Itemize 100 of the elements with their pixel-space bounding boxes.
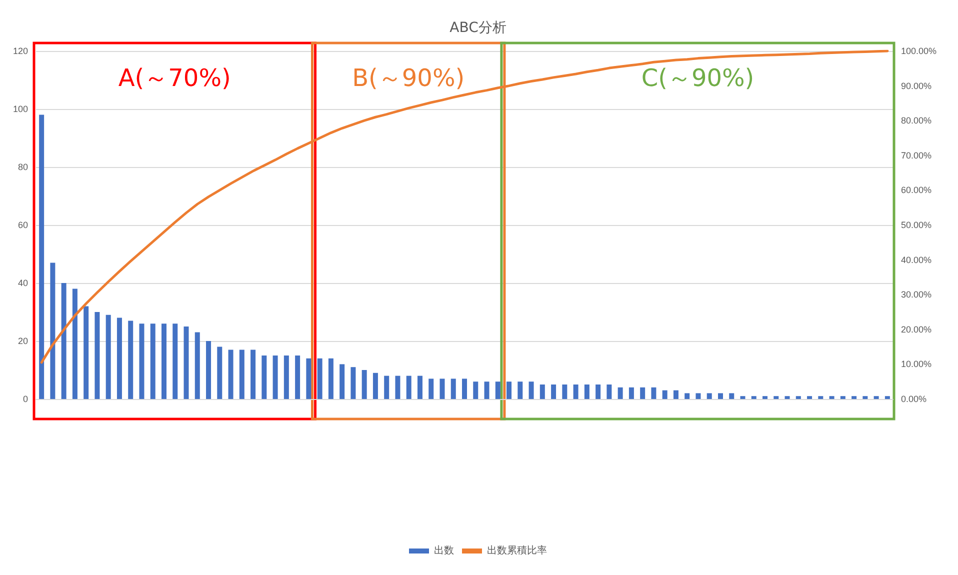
bar: [662, 390, 668, 399]
bar: [706, 393, 712, 399]
y2-tick-label: 100.00%: [901, 46, 937, 56]
bar: [774, 396, 779, 399]
bar: [762, 396, 768, 399]
bar: [829, 396, 834, 399]
bar: [506, 382, 512, 399]
bar: [239, 350, 244, 399]
bar: [784, 396, 790, 399]
y-tick-label: 60: [18, 220, 28, 230]
bar: [262, 356, 267, 399]
legend-label: 出数累積比率: [487, 544, 547, 556]
bar: [528, 382, 534, 399]
bar: [495, 382, 500, 399]
bar: [618, 387, 623, 399]
bar: [61, 283, 66, 399]
bar: [718, 393, 723, 399]
bar: [573, 384, 578, 399]
bar: [406, 376, 412, 399]
bar: [596, 384, 601, 399]
bar: [562, 384, 568, 399]
bar: [696, 393, 701, 399]
y2-tick-label: 40.00%: [901, 254, 932, 265]
bar: [184, 326, 189, 399]
bar: [551, 384, 556, 399]
bar: [440, 378, 445, 399]
bar: [161, 324, 166, 399]
annotation: C(～90%): [641, 64, 754, 92]
bar: [450, 378, 456, 399]
bar: [862, 396, 868, 399]
bar: [417, 376, 422, 399]
bar: [72, 288, 78, 399]
bar: [518, 382, 523, 399]
bar: [272, 356, 278, 399]
y2-tick-label: 80.00%: [901, 116, 932, 126]
bar: [295, 356, 300, 399]
bar: [284, 356, 289, 399]
bar: [818, 396, 824, 399]
bar: [194, 332, 200, 399]
annotation: A(～70%): [118, 64, 231, 92]
bar: [128, 320, 134, 399]
bar: [228, 350, 234, 399]
bar: [172, 324, 178, 399]
chart-title: ABC分析: [450, 20, 506, 36]
y2-tick-label: 60.00%: [901, 185, 932, 196]
bar: [807, 396, 812, 399]
y2-tick-label: 30.00%: [901, 290, 932, 300]
y2-tick-label: 20.00%: [901, 324, 932, 334]
legend-label: 出数: [434, 544, 454, 556]
bar: [740, 396, 746, 399]
bar: [217, 346, 222, 399]
bar: [306, 358, 312, 399]
bar: [729, 393, 734, 399]
bar: [684, 393, 690, 399]
bar: [473, 382, 478, 399]
y-tick-label: 0: [22, 394, 28, 404]
bar: [340, 364, 345, 399]
bar: [606, 384, 612, 399]
bar: [250, 350, 256, 399]
bar: [94, 312, 100, 399]
bar: [852, 396, 857, 399]
y-tick-label: 40: [18, 278, 28, 288]
y2-tick-label: 0.00%: [901, 394, 927, 404]
bar: [462, 378, 467, 399]
bar: [840, 396, 846, 399]
bar: [628, 387, 634, 399]
y2-tick-label: 10.00%: [901, 359, 932, 370]
bar: [673, 390, 678, 399]
bar: [796, 396, 801, 399]
bar: [39, 114, 44, 399]
bar: [395, 376, 400, 399]
bar: [584, 384, 590, 399]
bar: [206, 341, 212, 399]
bar: [328, 358, 334, 399]
bar: [874, 396, 879, 399]
bar: [484, 382, 490, 399]
y-tick-label: 20: [18, 336, 28, 346]
bar: [84, 306, 89, 399]
y2-tick-label: 70.00%: [901, 150, 932, 160]
bar: [384, 376, 390, 399]
bar: [372, 372, 378, 399]
bar: [651, 387, 656, 399]
bar: [350, 367, 356, 399]
bar: [362, 370, 367, 399]
bar: [428, 378, 434, 399]
bar: [751, 396, 756, 399]
bar: [317, 358, 322, 399]
y-tick-label: 100: [12, 104, 28, 114]
bar: [640, 387, 646, 399]
annotation: B(～90%): [352, 64, 465, 92]
y-tick-label: 120: [12, 46, 28, 56]
bar: [139, 324, 144, 399]
y2-tick-label: 50.00%: [901, 220, 932, 230]
bar: [150, 324, 156, 399]
bar: [106, 314, 111, 399]
y-tick-label: 80: [18, 162, 28, 172]
bar: [50, 262, 56, 399]
bar: [884, 396, 890, 399]
y2-tick-label: 90.00%: [901, 80, 932, 91]
bar: [116, 318, 122, 399]
